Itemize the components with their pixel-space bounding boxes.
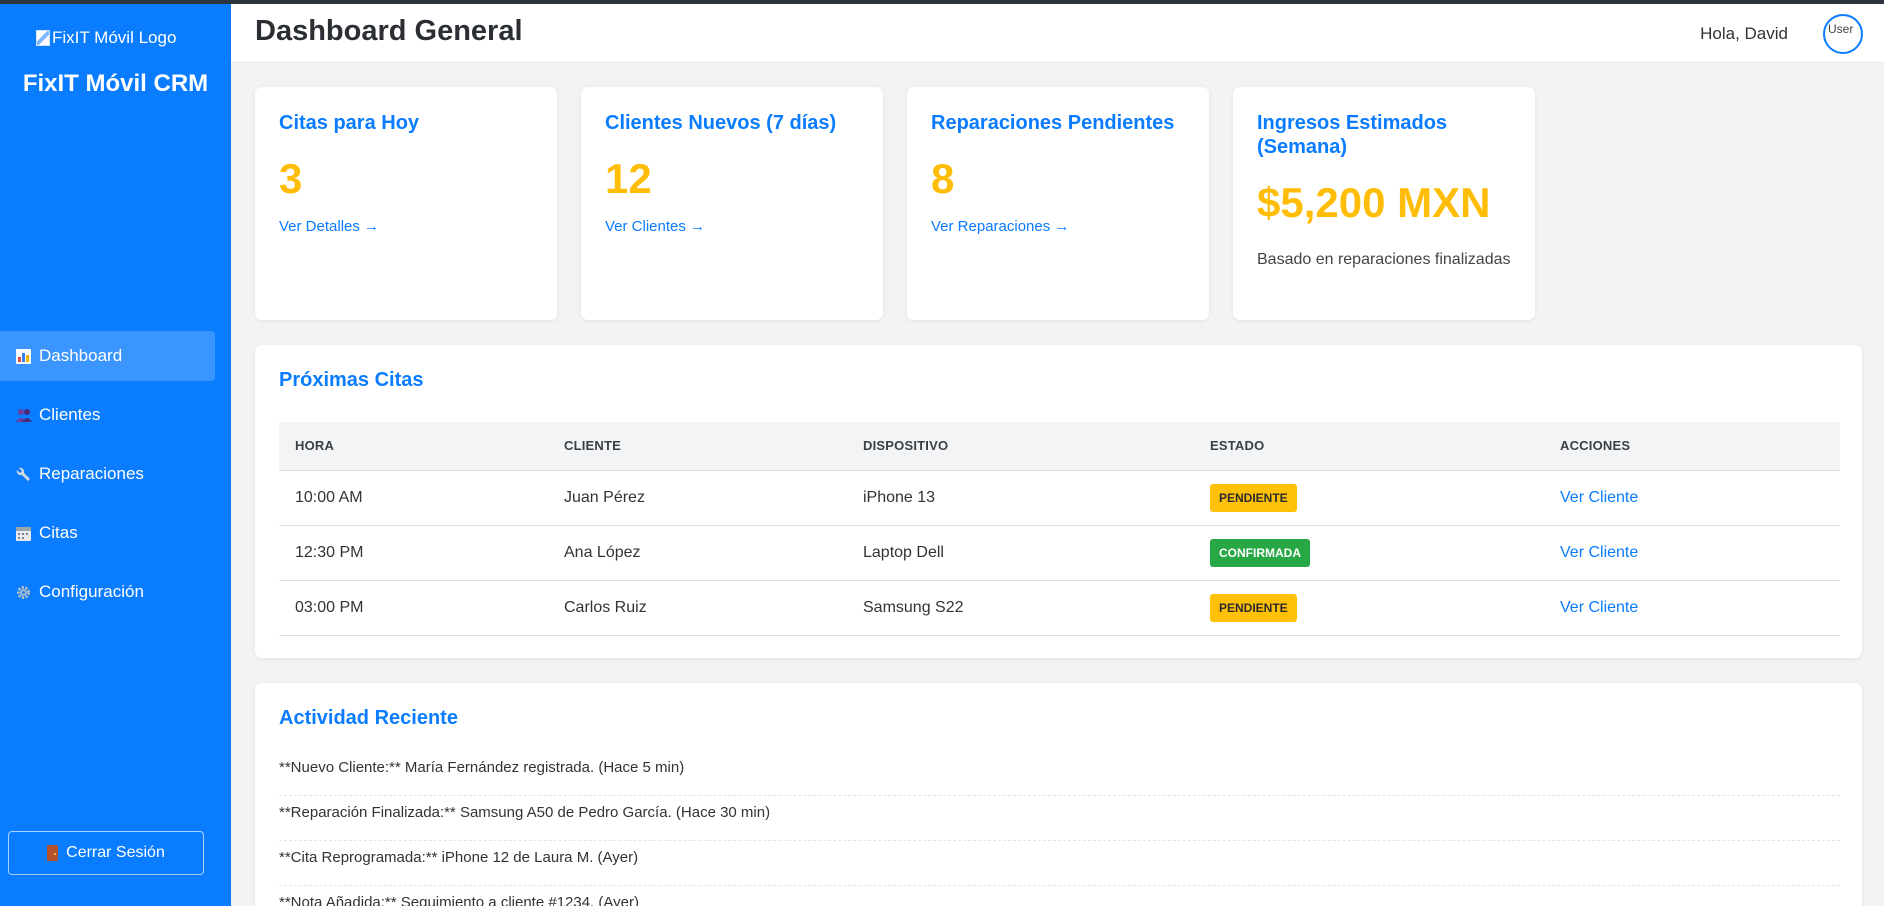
kpi-value: 12 bbox=[605, 155, 652, 202]
kpi-link[interactable]: Ver Reparaciones → bbox=[931, 218, 1070, 235]
kpi-card-clientes-nuevos: Clientes Nuevos (7 días) 12 Ver Clientes… bbox=[581, 87, 883, 320]
sidebar-item-dashboard[interactable]: Dashboard bbox=[0, 331, 215, 381]
kpi-card-reparaciones-pendientes: Reparaciones Pendientes 8 Ver Reparacion… bbox=[907, 87, 1209, 320]
cell-estado: PENDIENTE bbox=[1194, 580, 1544, 636]
cell-dispositivo: Laptop Dell bbox=[847, 525, 1194, 581]
table-header-row: HORA CLIENTE DISPOSITIVO ESTADO ACCIONES bbox=[279, 422, 1840, 471]
table-row: 10:00 AM Juan Pérez iPhone 13 PENDIENTE … bbox=[279, 470, 1840, 526]
cell-acciones: Ver Cliente bbox=[1544, 525, 1840, 581]
sidebar-item-configuracion[interactable]: Configuración bbox=[0, 567, 215, 617]
appointments-table: HORA CLIENTE DISPOSITIVO ESTADO ACCIONES… bbox=[279, 422, 1840, 636]
sidebar-nav: Dashboard Clientes Reparaciones Citas Co… bbox=[0, 331, 231, 626]
avatar[interactable]: User bbox=[1823, 14, 1863, 54]
list-item: **Reparación Finalizada:** Samsung A50 d… bbox=[279, 796, 1840, 841]
cell-estado: PENDIENTE bbox=[1194, 470, 1544, 526]
section-title: Próximas Citas bbox=[279, 369, 424, 391]
activity-list: **Nuevo Cliente:** María Fernández regis… bbox=[279, 751, 1840, 906]
wrench-icon bbox=[15, 466, 32, 483]
column-header-hora: HORA bbox=[279, 422, 548, 471]
list-item: **Nuevo Cliente:** María Fernández regis… bbox=[279, 751, 1840, 796]
kpi-note: Basado en reparaciones finalizadas bbox=[1257, 251, 1511, 268]
view-client-link[interactable]: Ver Cliente bbox=[1560, 488, 1639, 506]
kpi-link[interactable]: Ver Detalles → bbox=[279, 218, 380, 235]
sidebar-item-label: Dashboard bbox=[39, 346, 123, 365]
upcoming-appointments-panel: Próximas Citas HORA CLIENTE DISPOSITIVO … bbox=[255, 345, 1862, 658]
kpi-title: Ingresos Estimados (Semana) bbox=[1257, 112, 1448, 158]
kpi-link[interactable]: Ver Clientes → bbox=[605, 218, 706, 235]
column-header-cliente: CLIENTE bbox=[548, 422, 847, 471]
calendar-icon bbox=[15, 525, 32, 542]
kpi-value: $5,200 MXN bbox=[1257, 179, 1491, 226]
table-row: 12:30 PM Ana López Laptop Dell CONFIRMAD… bbox=[279, 525, 1840, 581]
cell-acciones: Ver Cliente bbox=[1544, 470, 1840, 526]
cell-hora: 10:00 AM bbox=[279, 470, 548, 526]
door-icon bbox=[47, 845, 59, 861]
cell-dispositivo: iPhone 13 bbox=[847, 470, 1194, 526]
gear-icon bbox=[15, 584, 32, 601]
people-icon bbox=[15, 407, 32, 424]
logo-image: FixIT Móvil Logo bbox=[36, 28, 176, 48]
avatar-alt-text: User bbox=[1828, 22, 1854, 36]
sidebar-item-clientes[interactable]: Clientes bbox=[0, 390, 215, 440]
broken-image-icon bbox=[36, 30, 50, 46]
top-header: Dashboard General Hola, David User bbox=[231, 0, 1884, 63]
brand-name: FixIT Móvil CRM bbox=[22, 70, 209, 97]
sidebar-item-reparaciones[interactable]: Reparaciones bbox=[0, 449, 215, 499]
view-client-link[interactable]: Ver Cliente bbox=[1560, 598, 1639, 616]
recent-activity-panel: Actividad Reciente **Nuevo Cliente:** Ma… bbox=[255, 683, 1862, 906]
kpi-title: Clientes Nuevos (7 días) bbox=[605, 112, 837, 134]
kpi-value: 8 bbox=[931, 155, 955, 202]
sidebar: FixIT Móvil Logo FixIT Móvil CRM Dashboa… bbox=[0, 0, 231, 906]
column-header-acciones: ACCIONES bbox=[1544, 422, 1840, 471]
status-badge: PENDIENTE bbox=[1210, 483, 1297, 512]
logo-alt-text: FixIT Móvil Logo bbox=[52, 28, 177, 47]
kpi-card-citas-hoy: Citas para Hoy 3 Ver Detalles → bbox=[255, 87, 557, 320]
list-item: **Cita Reprogramada:** iPhone 12 de Laur… bbox=[279, 841, 1840, 886]
cell-acciones: Ver Cliente bbox=[1544, 580, 1840, 636]
column-header-dispositivo: DISPOSITIVO bbox=[847, 422, 1194, 471]
logout-label: Cerrar Sesión bbox=[66, 844, 165, 861]
sidebar-item-label: Citas bbox=[39, 523, 78, 542]
view-client-link[interactable]: Ver Cliente bbox=[1560, 543, 1639, 561]
bar-chart-icon bbox=[15, 348, 32, 365]
sidebar-item-citas[interactable]: Citas bbox=[0, 508, 215, 558]
status-badge: CONFIRMADA bbox=[1210, 538, 1310, 567]
section-title: Actividad Reciente bbox=[279, 707, 458, 729]
cell-estado: CONFIRMADA bbox=[1194, 525, 1544, 581]
logout-button[interactable]: Cerrar Sesión bbox=[8, 831, 204, 875]
column-header-estado: ESTADO bbox=[1194, 422, 1544, 471]
status-badge: PENDIENTE bbox=[1210, 593, 1297, 622]
window-top-strip bbox=[0, 0, 1884, 4]
cell-hora: 03:00 PM bbox=[279, 580, 548, 636]
cell-cliente: Ana López bbox=[548, 525, 847, 581]
cell-cliente: Juan Pérez bbox=[548, 470, 847, 526]
kpi-card-ingresos-estimados: Ingresos Estimados (Semana) $5,200 MXN B… bbox=[1233, 87, 1535, 320]
page-title: Dashboard General bbox=[255, 15, 523, 47]
kpi-title: Reparaciones Pendientes bbox=[931, 112, 1175, 134]
list-item: **Nota Añadida:** Seguimiento a cliente … bbox=[279, 886, 1840, 906]
sidebar-item-label: Reparaciones bbox=[39, 464, 144, 483]
kpi-value: 3 bbox=[279, 155, 303, 202]
sidebar-item-label: Configuración bbox=[39, 582, 144, 601]
user-greeting: Hola, David bbox=[1700, 24, 1788, 43]
cell-dispositivo: Samsung S22 bbox=[847, 580, 1194, 636]
cell-cliente: Carlos Ruiz bbox=[548, 580, 847, 636]
table-row: 03:00 PM Carlos Ruiz Samsung S22 PENDIEN… bbox=[279, 580, 1840, 636]
kpi-title: Citas para Hoy bbox=[279, 112, 420, 134]
cell-hora: 12:30 PM bbox=[279, 525, 548, 581]
sidebar-item-label: Clientes bbox=[39, 405, 101, 424]
